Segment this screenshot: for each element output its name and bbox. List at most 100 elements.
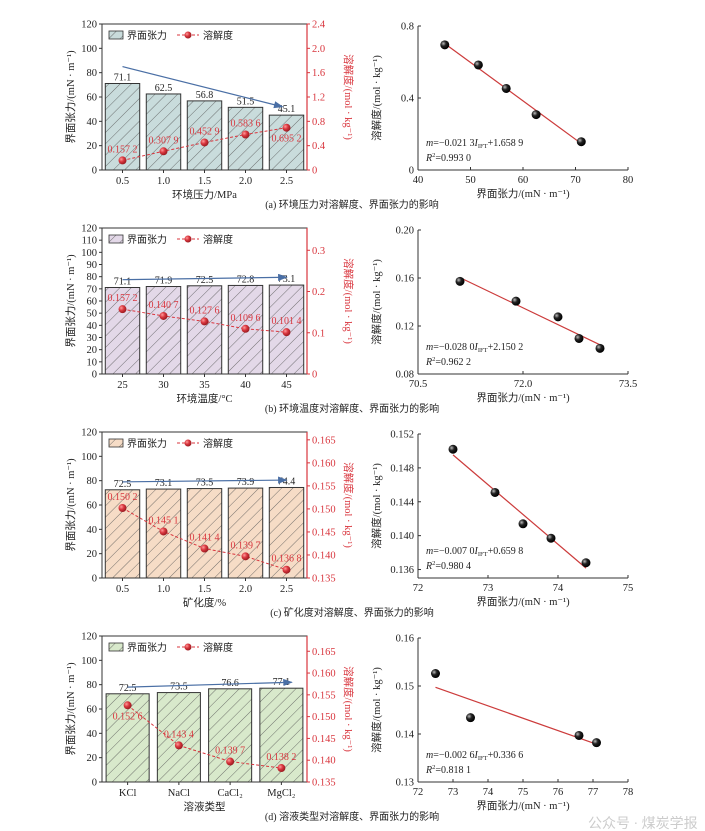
data-point — [490, 487, 500, 497]
y-tick-label: 110 — [82, 236, 97, 247]
legend-point-swatch — [184, 439, 192, 447]
solubility-value-label: 0.136 8 — [272, 554, 302, 565]
bar-value-label: 45.1 — [278, 104, 296, 115]
data-point — [440, 40, 450, 50]
legend-line-label: 溶解度 — [203, 29, 233, 42]
x-tick-label: NaCl — [168, 788, 190, 799]
legend-bar-swatch — [108, 234, 124, 244]
r2-value: =0.993 0 — [435, 153, 471, 164]
solubility-value-label: 0.143 4 — [164, 729, 194, 740]
y2-tick-label: 0.165 — [312, 435, 336, 446]
eq-lhs: m — [426, 138, 433, 149]
solubility-value-label: 0.138 2 — [266, 752, 296, 763]
bar-chart-2: 71.1 71.9 72.5 72.8 73.101020304050607080901… — [64, 224, 439, 416]
x-tick-label: CaCl₂ — [218, 788, 244, 799]
y-axis-title: 界面张力/(mN · m⁻¹) — [64, 254, 77, 348]
fit-equation: m=−0.021 3IIFT+1.658 9 — [426, 138, 523, 150]
y-tick-label: 40 — [87, 525, 98, 536]
y2-axis-title: 溶解度/(mol · kg⁻¹) — [342, 258, 355, 344]
data-point — [448, 444, 458, 454]
y-tick-label: 0.14 — [396, 730, 415, 741]
data-point — [574, 333, 584, 343]
data-point — [531, 110, 541, 120]
legend-line-label: 溶解度 — [203, 437, 233, 450]
y-tick-label: 80 — [87, 272, 98, 283]
solubility-value-label: 0.145 1 — [149, 515, 179, 526]
solubility-value-label: 0.140 7 — [149, 300, 179, 311]
y-tick-label: 30 — [87, 333, 98, 344]
x-tick-label: 2.5 — [280, 584, 293, 595]
y-tick-label: 0.140 — [390, 531, 414, 542]
eq-coef: =−0.002 6 — [433, 750, 474, 761]
trend-arrow — [127, 678, 293, 688]
x-axis-title: 界面张力/(mN · m⁻¹) — [476, 595, 570, 608]
y-tick-label: 100 — [81, 248, 97, 259]
x-tick-label: 60 — [518, 175, 529, 186]
solubility-point — [118, 305, 127, 314]
eq-const: +0.659 8 — [488, 546, 524, 557]
eq-var: I — [474, 138, 479, 149]
bar — [104, 82, 141, 171]
y2-tick-label: 0.150 — [312, 712, 336, 723]
legend-bar-label: 界面张力 — [127, 437, 167, 450]
y-tick-label: 80 — [87, 476, 98, 487]
y-axis-title: 界面张力/(mN · m⁻¹) — [64, 458, 77, 552]
eq-var: I — [474, 546, 479, 557]
r2-symbol: R — [425, 357, 432, 368]
y-tick-label: 0.4 — [401, 94, 415, 105]
x-tick-label: 2.0 — [239, 584, 252, 595]
scatter-chart-1: 40 50 60 70 80 0 0.4 0.8 m=−0.021 3IIFT+1.658 9 R… — [370, 22, 633, 201]
bar-value-label: 71.1 — [114, 72, 132, 83]
solubility-point — [277, 764, 286, 773]
solubility-point — [159, 311, 168, 320]
solubility-point — [226, 757, 235, 766]
solubility-value-label: 0.452 9 — [190, 126, 220, 137]
bar — [227, 487, 264, 579]
y-tick-label: 120 — [81, 224, 97, 235]
y-tick-label: 0.16 — [396, 634, 414, 645]
y2-tick-label: 0.150 — [312, 504, 336, 515]
eq-const: +1.658 9 — [488, 138, 524, 149]
eq-lhs: m — [426, 342, 433, 353]
x-tick-label: 25 — [117, 380, 128, 391]
bar-chart-0: 71.162.556.851.545.102040608010012000.40… — [64, 20, 439, 212]
y-tick-label: 0.16 — [396, 274, 414, 285]
x-tick-label: 0.5 — [116, 584, 129, 595]
bar — [227, 106, 264, 171]
y-tick-label: 0 — [92, 778, 97, 789]
data-point — [473, 60, 483, 70]
y-tick-label: 0.15 — [396, 682, 414, 693]
y2-tick-label: 1.2 — [312, 93, 325, 104]
x-tick-label: 2.5 — [280, 176, 293, 187]
legend-bar-label: 界面张力 — [127, 641, 167, 654]
eq-coef: =−0.007 0 — [433, 546, 474, 557]
legend-bar-swatch — [108, 642, 124, 652]
y2-tick-label: 0.140 — [312, 550, 336, 561]
x-tick-label: 74 — [483, 787, 494, 798]
solubility-point — [282, 123, 291, 132]
solubility-point — [200, 544, 209, 553]
y-axis-title: 溶解度/(mol · kg⁻¹) — [370, 55, 383, 141]
scatter-chart-7: 72 73 74 75 76 77 78 0.13 0.14 0.15 0.16 m=−0.002 6… — [370, 634, 633, 813]
x-axis-title: 界面张力/(mN · m⁻¹) — [476, 187, 570, 200]
y-tick-label: 0 — [92, 574, 97, 585]
y2-tick-label: 0 — [312, 370, 317, 381]
solubility-value-label: 0.150 2 — [108, 492, 138, 503]
r2-superscript: 2 — [432, 356, 435, 363]
y-tick-label: 0.12 — [396, 322, 414, 333]
solubility-point — [174, 741, 183, 750]
y2-tick-label: 0.2 — [312, 287, 325, 298]
y-tick-label: 60 — [87, 93, 98, 104]
panel-caption: (b) 环境温度对溶解度、界面张力的影响 — [265, 402, 439, 415]
eq-const: +0.336 6 — [488, 750, 524, 761]
bar-value-label: 73.5 — [170, 682, 188, 693]
bar — [104, 286, 141, 375]
y-tick-label: 100 — [81, 452, 97, 463]
y-tick-label: 120 — [81, 20, 97, 31]
x-tick-label: 40 — [413, 175, 424, 186]
y-axis-title: 界面张力/(mN · m⁻¹) — [64, 50, 77, 144]
bar-value-label: 74.4 — [278, 476, 296, 487]
eq-coef: =−0.021 3 — [433, 138, 474, 149]
y-tick-label: 10 — [87, 357, 98, 368]
bar — [156, 692, 201, 783]
